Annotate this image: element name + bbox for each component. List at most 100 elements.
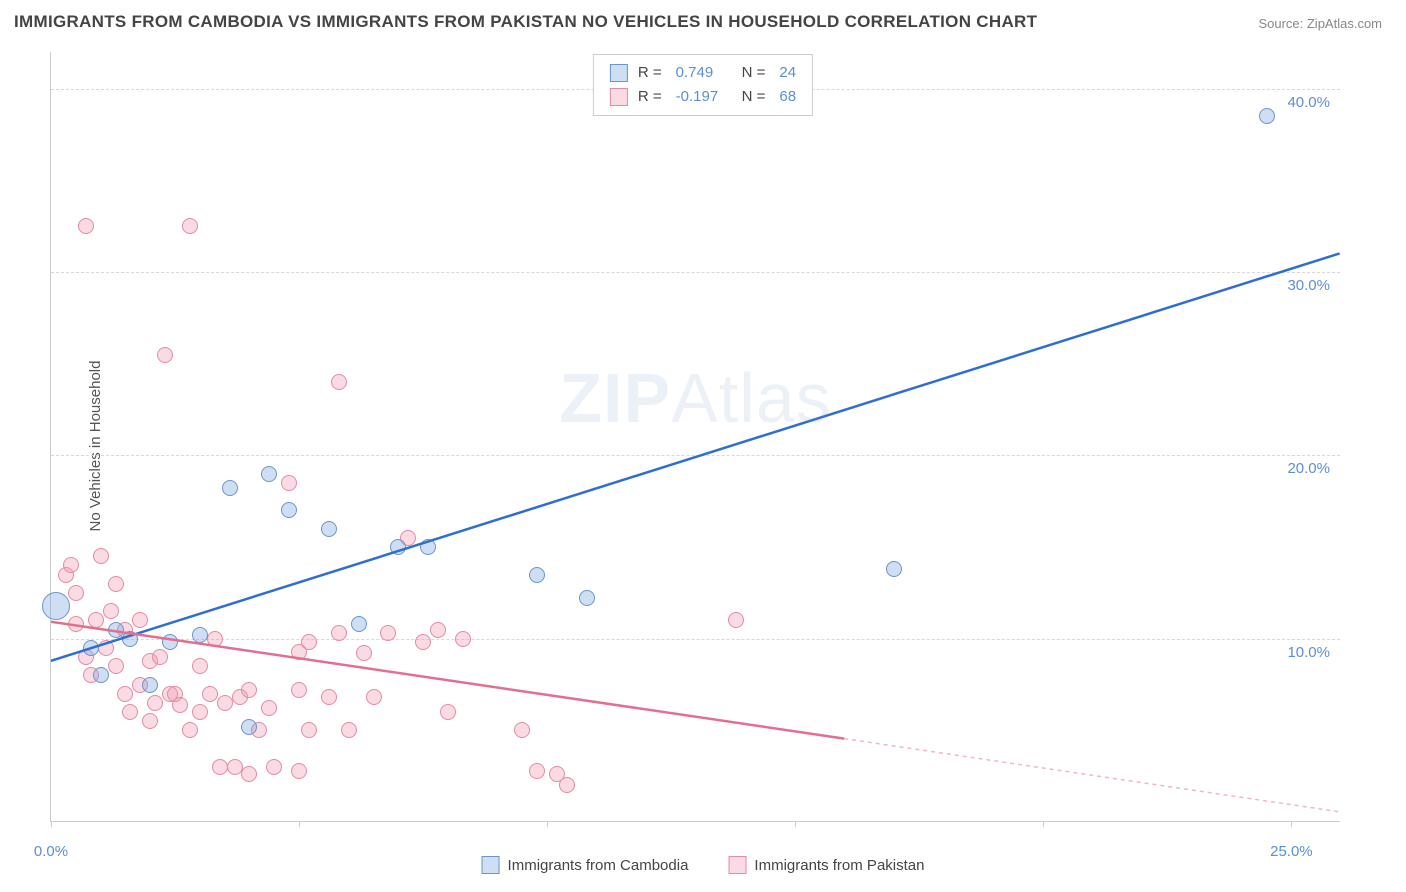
legend-swatch — [728, 856, 746, 874]
data-point — [241, 682, 257, 698]
data-point — [63, 557, 79, 573]
data-point — [321, 521, 337, 537]
legend-n-value: 24 — [779, 61, 796, 85]
data-point — [202, 686, 218, 702]
regression-line-extrapolated — [844, 739, 1340, 812]
data-point — [122, 631, 138, 647]
data-point — [142, 713, 158, 729]
data-point — [579, 590, 595, 606]
data-point — [351, 616, 367, 632]
data-point — [341, 722, 357, 738]
data-point — [356, 645, 372, 661]
data-point — [440, 704, 456, 720]
legend-swatch — [482, 856, 500, 874]
data-point — [261, 466, 277, 482]
grid-line — [51, 455, 1340, 456]
data-point — [281, 502, 297, 518]
scatter-plot-area: ZIPAtlas 10.0%20.0%30.0%40.0%0.0%25.0% — [50, 52, 1340, 822]
y-tick-label: 10.0% — [1287, 644, 1330, 661]
data-point — [291, 763, 307, 779]
regression-line — [51, 253, 1340, 665]
legend-row: R = 0.749 N = 24 — [610, 61, 796, 85]
data-point — [147, 695, 163, 711]
data-point — [68, 616, 84, 632]
grid-line — [51, 272, 1340, 273]
data-point — [122, 704, 138, 720]
data-point — [192, 627, 208, 643]
data-point — [172, 697, 188, 713]
legend-swatch — [610, 88, 628, 106]
data-point — [301, 722, 317, 738]
y-tick-label: 40.0% — [1287, 94, 1330, 111]
data-point — [108, 622, 124, 638]
data-point — [152, 649, 168, 665]
data-point — [415, 634, 431, 650]
legend-r-value: 0.749 — [676, 61, 732, 85]
legend-n-label: N = — [742, 85, 766, 109]
data-point — [331, 374, 347, 390]
data-point — [108, 658, 124, 674]
data-point — [108, 576, 124, 592]
source-attribution: Source: ZipAtlas.com — [1258, 16, 1382, 31]
data-point — [1259, 108, 1275, 124]
legend-n-value: 68 — [779, 85, 796, 109]
legend-swatch — [610, 64, 628, 82]
data-point — [728, 612, 744, 628]
data-point — [380, 625, 396, 641]
data-point — [301, 634, 317, 650]
data-point — [559, 777, 575, 793]
data-point — [42, 592, 70, 620]
data-point — [886, 561, 902, 577]
x-tick — [51, 821, 52, 827]
legend-r-value: -0.197 — [676, 85, 732, 109]
data-point — [420, 539, 436, 555]
data-point — [117, 686, 133, 702]
data-point — [88, 612, 104, 628]
legend-n-label: N = — [742, 61, 766, 85]
x-tick — [1043, 821, 1044, 827]
x-tick — [795, 821, 796, 827]
regression-lines-layer — [51, 52, 1340, 821]
watermark-text: ZIPAtlas — [559, 358, 832, 438]
data-point — [157, 347, 173, 363]
data-point — [241, 719, 257, 735]
data-point — [68, 585, 84, 601]
x-tick — [1291, 821, 1292, 827]
y-tick-label: 30.0% — [1287, 277, 1330, 294]
data-point — [514, 722, 530, 738]
data-point — [291, 682, 307, 698]
data-point — [192, 704, 208, 720]
data-point — [266, 759, 282, 775]
stats-legend: R = 0.749 N = 24 R = -0.197 N = 68 — [593, 54, 813, 116]
y-tick-label: 20.0% — [1287, 460, 1330, 477]
legend-r-label: R = — [638, 61, 662, 85]
series-legend: Immigrants from Cambodia Immigrants from … — [482, 856, 925, 874]
data-point — [217, 695, 233, 711]
data-point — [98, 640, 114, 656]
data-point — [207, 631, 223, 647]
data-point — [455, 631, 471, 647]
series-legend-label: Immigrants from Pakistan — [754, 857, 924, 874]
data-point — [331, 625, 347, 641]
data-point — [192, 658, 208, 674]
data-point — [227, 759, 243, 775]
data-point — [78, 218, 94, 234]
data-point — [321, 689, 337, 705]
data-point — [142, 677, 158, 693]
data-point — [222, 480, 238, 496]
series-legend-item: Immigrants from Pakistan — [728, 856, 924, 874]
legend-r-label: R = — [638, 85, 662, 109]
x-tick-label-left: 0.0% — [34, 843, 68, 860]
data-point — [529, 763, 545, 779]
data-point — [529, 567, 545, 583]
x-tick-label-right: 25.0% — [1270, 843, 1313, 860]
series-legend-label: Immigrants from Cambodia — [508, 857, 689, 874]
grid-line — [51, 639, 1340, 640]
data-point — [103, 603, 119, 619]
x-tick — [299, 821, 300, 827]
data-point — [212, 759, 228, 775]
data-point — [182, 722, 198, 738]
data-point — [430, 622, 446, 638]
data-point — [182, 218, 198, 234]
chart-title: IMMIGRANTS FROM CAMBODIA VS IMMIGRANTS F… — [14, 12, 1037, 32]
